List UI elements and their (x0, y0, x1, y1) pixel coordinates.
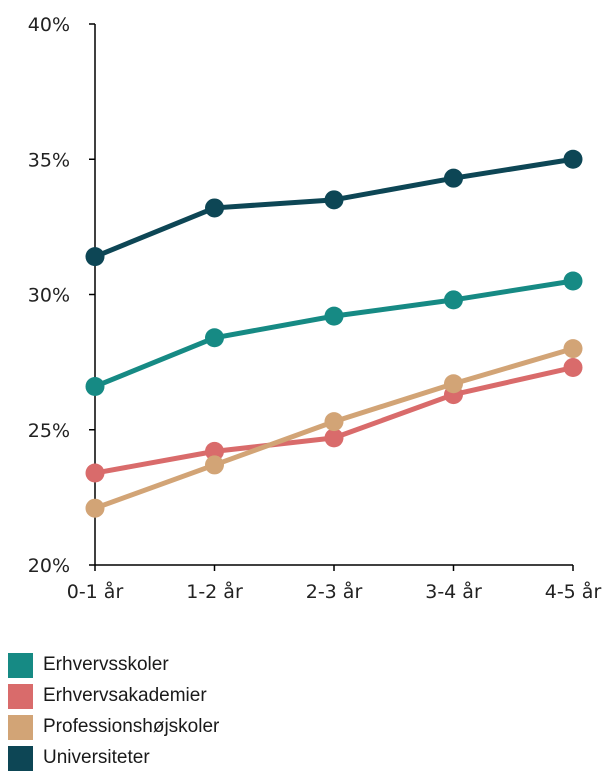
x-tick-label: 1-2 år (186, 580, 243, 603)
series-professionshøjskoler (85, 339, 583, 518)
x-tick-label: 3-4 år (425, 580, 482, 603)
legend-swatch (8, 745, 33, 771)
axes: 20% 25% 30% 35% 40% 0-1 år 1-2 år 2-3 år 3-4 år 4… (28, 14, 602, 603)
data-point (85, 498, 105, 518)
data-point (324, 190, 344, 210)
data-point (324, 428, 344, 448)
data-point (563, 358, 583, 378)
legend-item: Universiteter (8, 745, 219, 771)
legend-label: Universiteter (43, 747, 150, 768)
data-point (444, 168, 463, 188)
legend-label: Professionshøjskoler (43, 716, 220, 737)
legend-item: Erhvervsakademier (8, 683, 219, 709)
series-universiteter (85, 149, 583, 267)
y-tick-label: 25% (28, 420, 70, 442)
y-tick-label: 20% (28, 555, 70, 577)
y-tick-label: 30% (28, 285, 70, 307)
data-point (85, 247, 105, 267)
legend-label: Erhvervsskoler (43, 654, 169, 675)
x-tick-label: 2-3 år (306, 580, 363, 603)
legend-item: Professionshøjskoler (8, 714, 219, 740)
data-point (444, 290, 463, 310)
data-point (205, 455, 224, 475)
data-point (205, 328, 224, 348)
x-tick-label: 0-1 år (67, 580, 124, 603)
legend-swatch (8, 652, 33, 678)
data-point (563, 149, 583, 169)
data-point (85, 376, 105, 396)
legend-swatch (8, 683, 33, 709)
y-tick-label: 40% (28, 14, 70, 36)
data-point (324, 306, 344, 326)
series-erhvervsakademier (85, 358, 583, 483)
data-point (205, 198, 224, 218)
series-erhvervsskoler (85, 271, 583, 396)
x-tick-label: 4-5 år (545, 580, 602, 603)
legend-swatch (8, 714, 33, 740)
y-tick-label: 35% (28, 149, 70, 171)
data-point (324, 412, 344, 432)
data-point (563, 339, 583, 359)
series-layer (85, 149, 583, 518)
line-chart: 20% 25% 30% 35% 40% 0-1 år 1-2 år 2-3 år 3-4 år 4… (28, 14, 602, 603)
data-point (205, 441, 224, 461)
data-point (85, 463, 105, 483)
legend-item: Erhvervsskoler (8, 652, 219, 678)
legend: Erhvervsskoler Erhvervsakademier Profess… (8, 652, 219, 776)
legend-label: Erhvervsakademier (43, 685, 207, 706)
data-point (563, 271, 583, 291)
data-point (444, 374, 463, 394)
